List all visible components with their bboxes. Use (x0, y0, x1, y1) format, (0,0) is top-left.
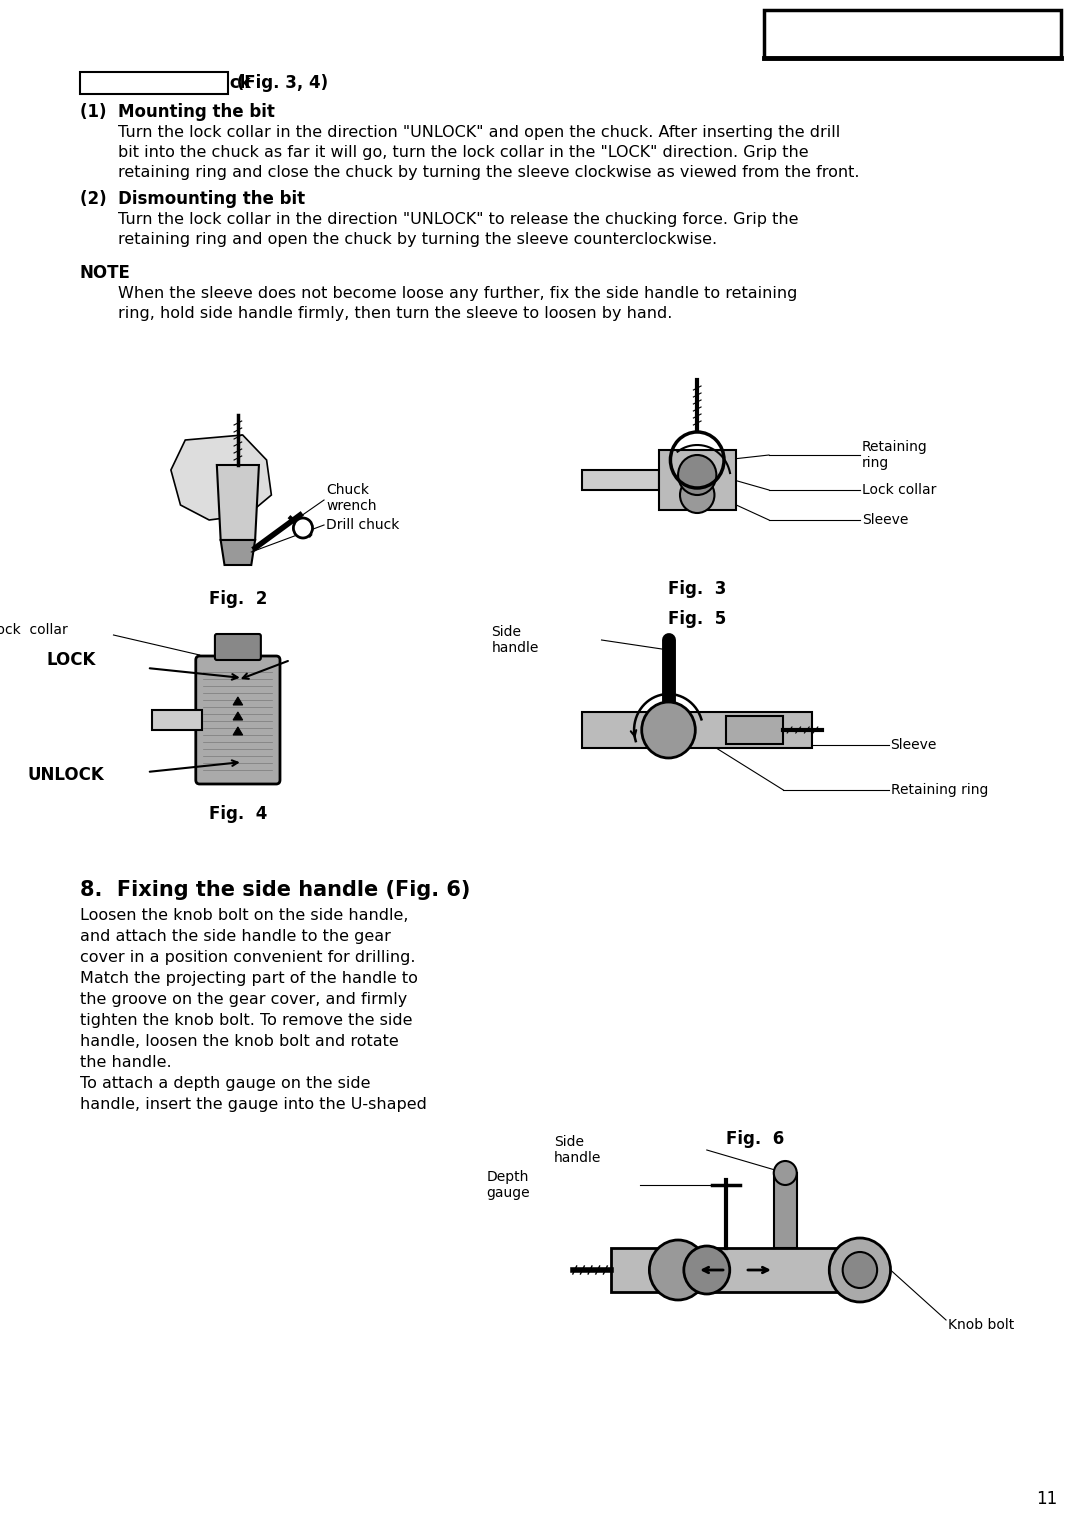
Text: Turn the lock collar in the direction "UNLOCK" and open the chuck. After inserti: Turn the lock collar in the direction "U… (119, 125, 840, 141)
Text: Knob bolt: Knob bolt (948, 1318, 1014, 1332)
Bar (582, 713, 812, 748)
Text: Retaining
ring: Retaining ring (862, 440, 928, 469)
FancyBboxPatch shape (195, 656, 280, 784)
Text: Lock  collar: Lock collar (0, 622, 68, 638)
Bar (659, 450, 735, 511)
Bar (765, 11, 1061, 58)
Bar (611, 1248, 879, 1292)
Bar (152, 709, 202, 729)
Text: To attach a depth gauge on the side: To attach a depth gauge on the side (80, 1076, 370, 1092)
Polygon shape (217, 465, 259, 540)
Bar (80, 72, 228, 93)
Text: Depth
gauge: Depth gauge (487, 1170, 530, 1200)
Text: Fig.  6: Fig. 6 (726, 1130, 784, 1148)
Circle shape (680, 477, 715, 514)
Text: retaining ring and open the chuck by turning the sleeve counterclockwise.: retaining ring and open the chuck by tur… (119, 232, 717, 248)
Text: Drill chuck: Drill chuck (326, 518, 400, 532)
Text: Turn the lock collar in the direction "UNLOCK" to release the chucking force. Gr: Turn the lock collar in the direction "U… (119, 213, 799, 226)
Text: 8.  Fixing the side handle (Fig. 6): 8. Fixing the side handle (Fig. 6) (80, 881, 471, 901)
Text: For keyless chuck: For keyless chuck (84, 73, 251, 92)
Circle shape (294, 518, 312, 538)
Circle shape (773, 1161, 797, 1185)
Bar (773, 1173, 797, 1248)
Circle shape (829, 1238, 891, 1303)
Text: Lock collar: Lock collar (862, 483, 936, 497)
Polygon shape (233, 726, 243, 735)
Text: NOTE: NOTE (80, 265, 131, 281)
Text: When the sleeve does not become loose any further, fix the side handle to retain: When the sleeve does not become loose an… (119, 286, 798, 301)
Text: Side
handle: Side handle (491, 625, 539, 654)
Text: cover in a position convenient for drilling.: cover in a position convenient for drill… (80, 950, 416, 965)
Text: ring, hold side handle firmly, then turn the sleeve to loosen by hand.: ring, hold side handle firmly, then turn… (119, 306, 673, 321)
Text: 11: 11 (1036, 1489, 1057, 1508)
Text: Retaining ring: Retaining ring (891, 783, 988, 797)
Text: LOCK: LOCK (46, 651, 96, 670)
Circle shape (842, 1252, 877, 1287)
Text: Fig.  3: Fig. 3 (669, 579, 727, 598)
Text: Sleeve: Sleeve (891, 739, 937, 752)
Polygon shape (233, 697, 243, 705)
Text: Fig.  5: Fig. 5 (669, 610, 727, 628)
Text: Match the projecting part of the handle to: Match the projecting part of the handle … (80, 971, 418, 986)
Text: the handle.: the handle. (80, 1055, 172, 1070)
Polygon shape (220, 540, 255, 566)
FancyBboxPatch shape (215, 635, 261, 661)
Polygon shape (233, 713, 243, 720)
Text: Sleeve: Sleeve (862, 514, 908, 528)
Text: (2)  Dismounting the bit: (2) Dismounting the bit (80, 190, 306, 208)
Circle shape (684, 1246, 730, 1294)
Text: (1)  Mounting the bit: (1) Mounting the bit (80, 102, 275, 121)
Text: tighten the knob bolt. To remove the side: tighten the knob bolt. To remove the sid… (80, 1014, 413, 1027)
Text: Chuck
wrench: Chuck wrench (326, 483, 377, 514)
Text: and attach the side handle to the gear: and attach the side handle to the gear (80, 930, 391, 943)
Text: UNLOCK: UNLOCK (27, 766, 104, 784)
Bar (726, 716, 783, 745)
Text: the groove on the gear cover, and firmly: the groove on the gear cover, and firmly (80, 992, 407, 1008)
Text: Fig.  4: Fig. 4 (208, 804, 267, 823)
Text: handle, insert the gauge into the U-shaped: handle, insert the gauge into the U-shap… (80, 1096, 427, 1112)
Text: (Fig. 3, 4): (Fig. 3, 4) (231, 73, 328, 92)
Circle shape (642, 702, 696, 758)
Bar (582, 469, 659, 489)
Text: Loosen the knob bolt on the side handle,: Loosen the knob bolt on the side handle, (80, 908, 408, 924)
Circle shape (678, 456, 716, 495)
Polygon shape (171, 434, 271, 520)
Text: English: English (869, 24, 956, 44)
Text: retaining ring and close the chuck by turning the sleeve clockwise as viewed fro: retaining ring and close the chuck by tu… (119, 165, 860, 180)
Circle shape (649, 1240, 706, 1300)
Text: Fig.  2: Fig. 2 (208, 590, 267, 609)
Text: Side
handle: Side handle (554, 1135, 602, 1165)
Text: handle, loosen the knob bolt and rotate: handle, loosen the knob bolt and rotate (80, 1034, 399, 1049)
Text: bit into the chuck as far it will go, turn the lock collar in the "LOCK" directi: bit into the chuck as far it will go, tu… (119, 145, 809, 161)
